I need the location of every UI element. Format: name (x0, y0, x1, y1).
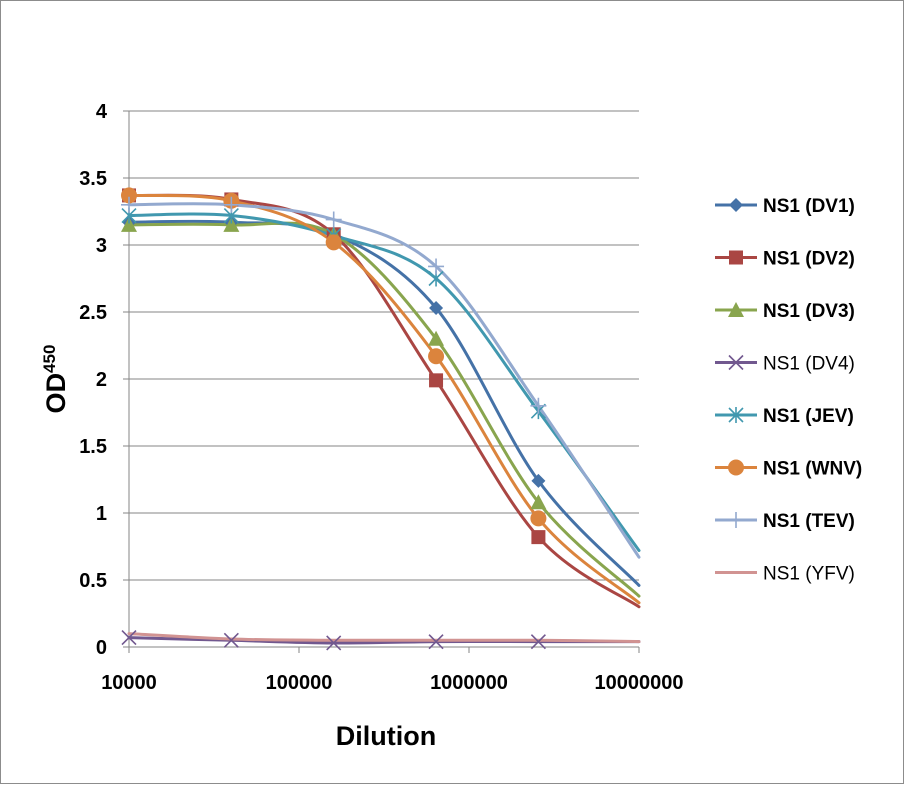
data-point (530, 494, 547, 510)
data-point (223, 196, 240, 213)
series-line-7 (127, 202, 641, 559)
series-line-8 (127, 632, 641, 644)
gridlines (129, 110, 639, 581)
y-tick-label: 3.5 (79, 168, 107, 190)
legend-marker (728, 302, 744, 317)
data-point (121, 187, 137, 204)
legend-label: NS1 (WNV) (763, 459, 862, 480)
legend-item: NS1 (DV3) (715, 301, 855, 322)
legend-label: NS1 (TEV) (763, 511, 855, 532)
series-markers (121, 187, 547, 651)
legend-item: NS1 (JEV) (715, 406, 854, 427)
data-point (325, 211, 342, 228)
series-lines (127, 193, 641, 645)
legend-item: NS1 (YFV) (715, 564, 855, 585)
legend: NS1 (DV1) NS1 (DV2) NS1 (DV3) NS1 (DV4) NS1 … (715, 196, 862, 585)
legend-item: NS1 (DV1) (715, 196, 855, 217)
x-axis-title: Dilution (336, 721, 436, 751)
y-tick-label: 0.5 (79, 570, 107, 592)
legend-label: NS1 (YFV) (763, 564, 855, 585)
y-tick-label: 1 (96, 503, 107, 525)
data-point (223, 632, 239, 648)
y-tick-label: 0 (96, 637, 107, 659)
legend-marker (728, 459, 744, 476)
data-point (428, 348, 445, 365)
data-point (429, 373, 444, 388)
y-tick-label: 4 (96, 101, 108, 123)
legend-item: NS1 (DV2) (715, 249, 855, 270)
x-tick-label: 10000 (101, 672, 157, 694)
legend-marker (728, 512, 744, 528)
axes (123, 110, 640, 653)
data-point (530, 510, 547, 527)
data-point (326, 635, 342, 651)
y-axis-title: OD450 (40, 345, 71, 414)
data-point (428, 330, 445, 346)
y-tick-label: 3 (96, 235, 107, 257)
data-point (121, 216, 137, 232)
legend-marker (728, 354, 744, 371)
x-tick-labels: 10000 100000 1000000 10000000 (101, 672, 683, 694)
x-tick-label: 10000000 (595, 672, 684, 694)
data-point (531, 530, 546, 545)
x-tick-label: 100000 (266, 672, 333, 694)
legend-label: NS1 (DV2) (763, 249, 855, 270)
legend-label: NS1 (DV3) (763, 301, 855, 322)
legend-label: NS1 (JEV) (763, 406, 854, 427)
data-point (428, 634, 444, 650)
legend-label: NS1 (DV1) (763, 196, 855, 217)
legend-marker (728, 407, 744, 423)
y-tick-label: 1.5 (79, 436, 107, 458)
legend-label: NS1 (DV4) (763, 354, 855, 375)
data-point (530, 397, 547, 414)
series-line-3 (127, 221, 641, 598)
x-tick-label: 1000000 (430, 672, 508, 694)
data-point (428, 258, 445, 275)
y-tick-label: 2 (96, 369, 107, 391)
y-axis-title-main: OD (41, 373, 71, 414)
y-axis-title-superscript: 450 (40, 345, 59, 373)
data-point (531, 473, 546, 488)
data-point (325, 234, 342, 251)
y-tick-labels: 0 0.5 1 1.5 2 2.5 3 3.5 4 (79, 101, 108, 659)
data-point (530, 634, 546, 650)
legend-marker (729, 250, 743, 265)
series-line-5 (127, 212, 641, 552)
legend-item: NS1 (DV4) (715, 354, 855, 375)
data-point (429, 300, 444, 315)
legend-item: NS1 (TEV) (715, 511, 855, 532)
data-point (223, 216, 240, 232)
data-point (121, 630, 137, 646)
data-point (121, 196, 137, 213)
legend-marker (729, 198, 743, 212)
legend-item: NS1 (WNV) (715, 459, 862, 480)
y-tick-label: 2.5 (79, 302, 107, 324)
series-line-6 (127, 193, 641, 605)
